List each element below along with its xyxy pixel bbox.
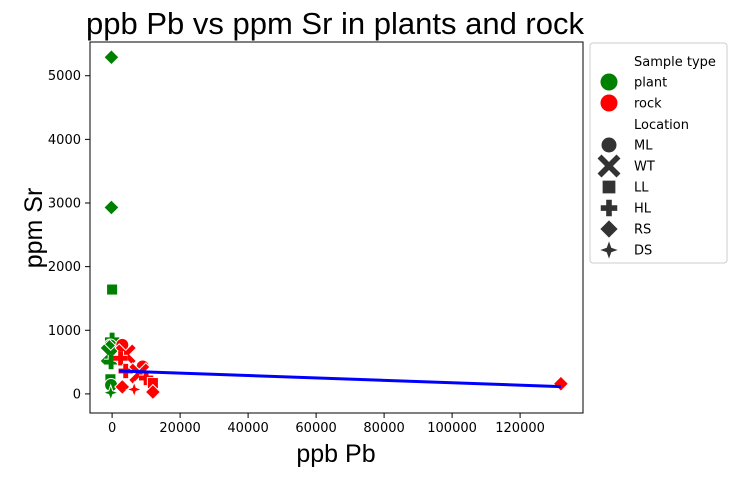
legend-hl-label: HL bbox=[634, 202, 652, 217]
legend-ds-label: DS bbox=[634, 244, 652, 259]
legend-plant-label: plant bbox=[634, 76, 667, 91]
data-point-rock-rs bbox=[114, 378, 131, 396]
legend-plant-swatch bbox=[600, 73, 618, 91]
trendline bbox=[118, 369, 561, 389]
data-point-plant-rs bbox=[103, 199, 120, 216]
legend-rs-marker bbox=[600, 220, 618, 238]
legend-style-entries: ML WT LL HL RS DS bbox=[597, 137, 655, 259]
x-tick-label: 120000 bbox=[495, 421, 545, 436]
x-axis-label: ppb Pb bbox=[296, 440, 375, 468]
chart-title: ppb Pb vs ppm Sr in plants and rock bbox=[86, 6, 584, 41]
legend: Sample type plant rock Location ML WT LL HL R… bbox=[589, 42, 728, 264]
legend-ml-marker bbox=[601, 137, 617, 153]
data-point-plant-ll bbox=[106, 283, 119, 296]
x-tick-label: 20000 bbox=[159, 421, 200, 436]
x-tick-label: 80000 bbox=[363, 421, 404, 436]
legend-ll-label: LL bbox=[634, 181, 649, 196]
data-point-rock-rs bbox=[552, 375, 570, 392]
data-point-plant-ds bbox=[101, 383, 120, 402]
data-point-rock-hl bbox=[113, 351, 128, 366]
y-axis-label: ppm Sr bbox=[20, 188, 48, 269]
x-tick-label: 60000 bbox=[295, 421, 336, 436]
y-tick-label: 4000 bbox=[48, 133, 81, 148]
legend-ds-marker bbox=[600, 241, 618, 259]
legend-rock-swatch bbox=[600, 94, 618, 112]
legend-hue-title: Sample type bbox=[634, 55, 716, 70]
legend-hue-entries: plant rock bbox=[600, 73, 667, 112]
legend-ml-label: ML bbox=[634, 139, 653, 154]
legend-wt-marker bbox=[597, 154, 621, 178]
y-tick-label: 5000 bbox=[48, 69, 81, 84]
x-tick-label: 40000 bbox=[227, 421, 268, 436]
legend-wt-label: WT bbox=[634, 160, 655, 175]
legend-hl-marker bbox=[600, 199, 618, 217]
x-axis-ticks: 0 20000 40000 60000 80000 100000 120000 bbox=[108, 413, 545, 436]
legend-style-title: Location bbox=[634, 118, 689, 133]
y-tick-label: 2000 bbox=[48, 260, 81, 275]
plot-area-frame bbox=[89, 41, 584, 414]
data-point-plant-rs bbox=[103, 49, 120, 66]
y-axis-ticks: 0 1000 2000 3000 4000 5000 bbox=[48, 69, 90, 402]
data-point-rock-ds bbox=[125, 380, 144, 399]
data-point-rock-rs bbox=[144, 383, 162, 401]
x-tick-label: 0 bbox=[108, 421, 116, 436]
x-tick-label: 100000 bbox=[427, 421, 477, 436]
y-tick-label: 3000 bbox=[48, 197, 81, 212]
legend-rs-label: RS bbox=[634, 223, 651, 238]
legend-frame bbox=[589, 42, 728, 264]
legend-rock-label: rock bbox=[634, 97, 662, 112]
y-tick-label: 0 bbox=[73, 387, 81, 402]
trendline-group bbox=[118, 369, 561, 389]
legend-ll-marker bbox=[602, 180, 616, 194]
y-tick-label: 1000 bbox=[48, 324, 81, 339]
